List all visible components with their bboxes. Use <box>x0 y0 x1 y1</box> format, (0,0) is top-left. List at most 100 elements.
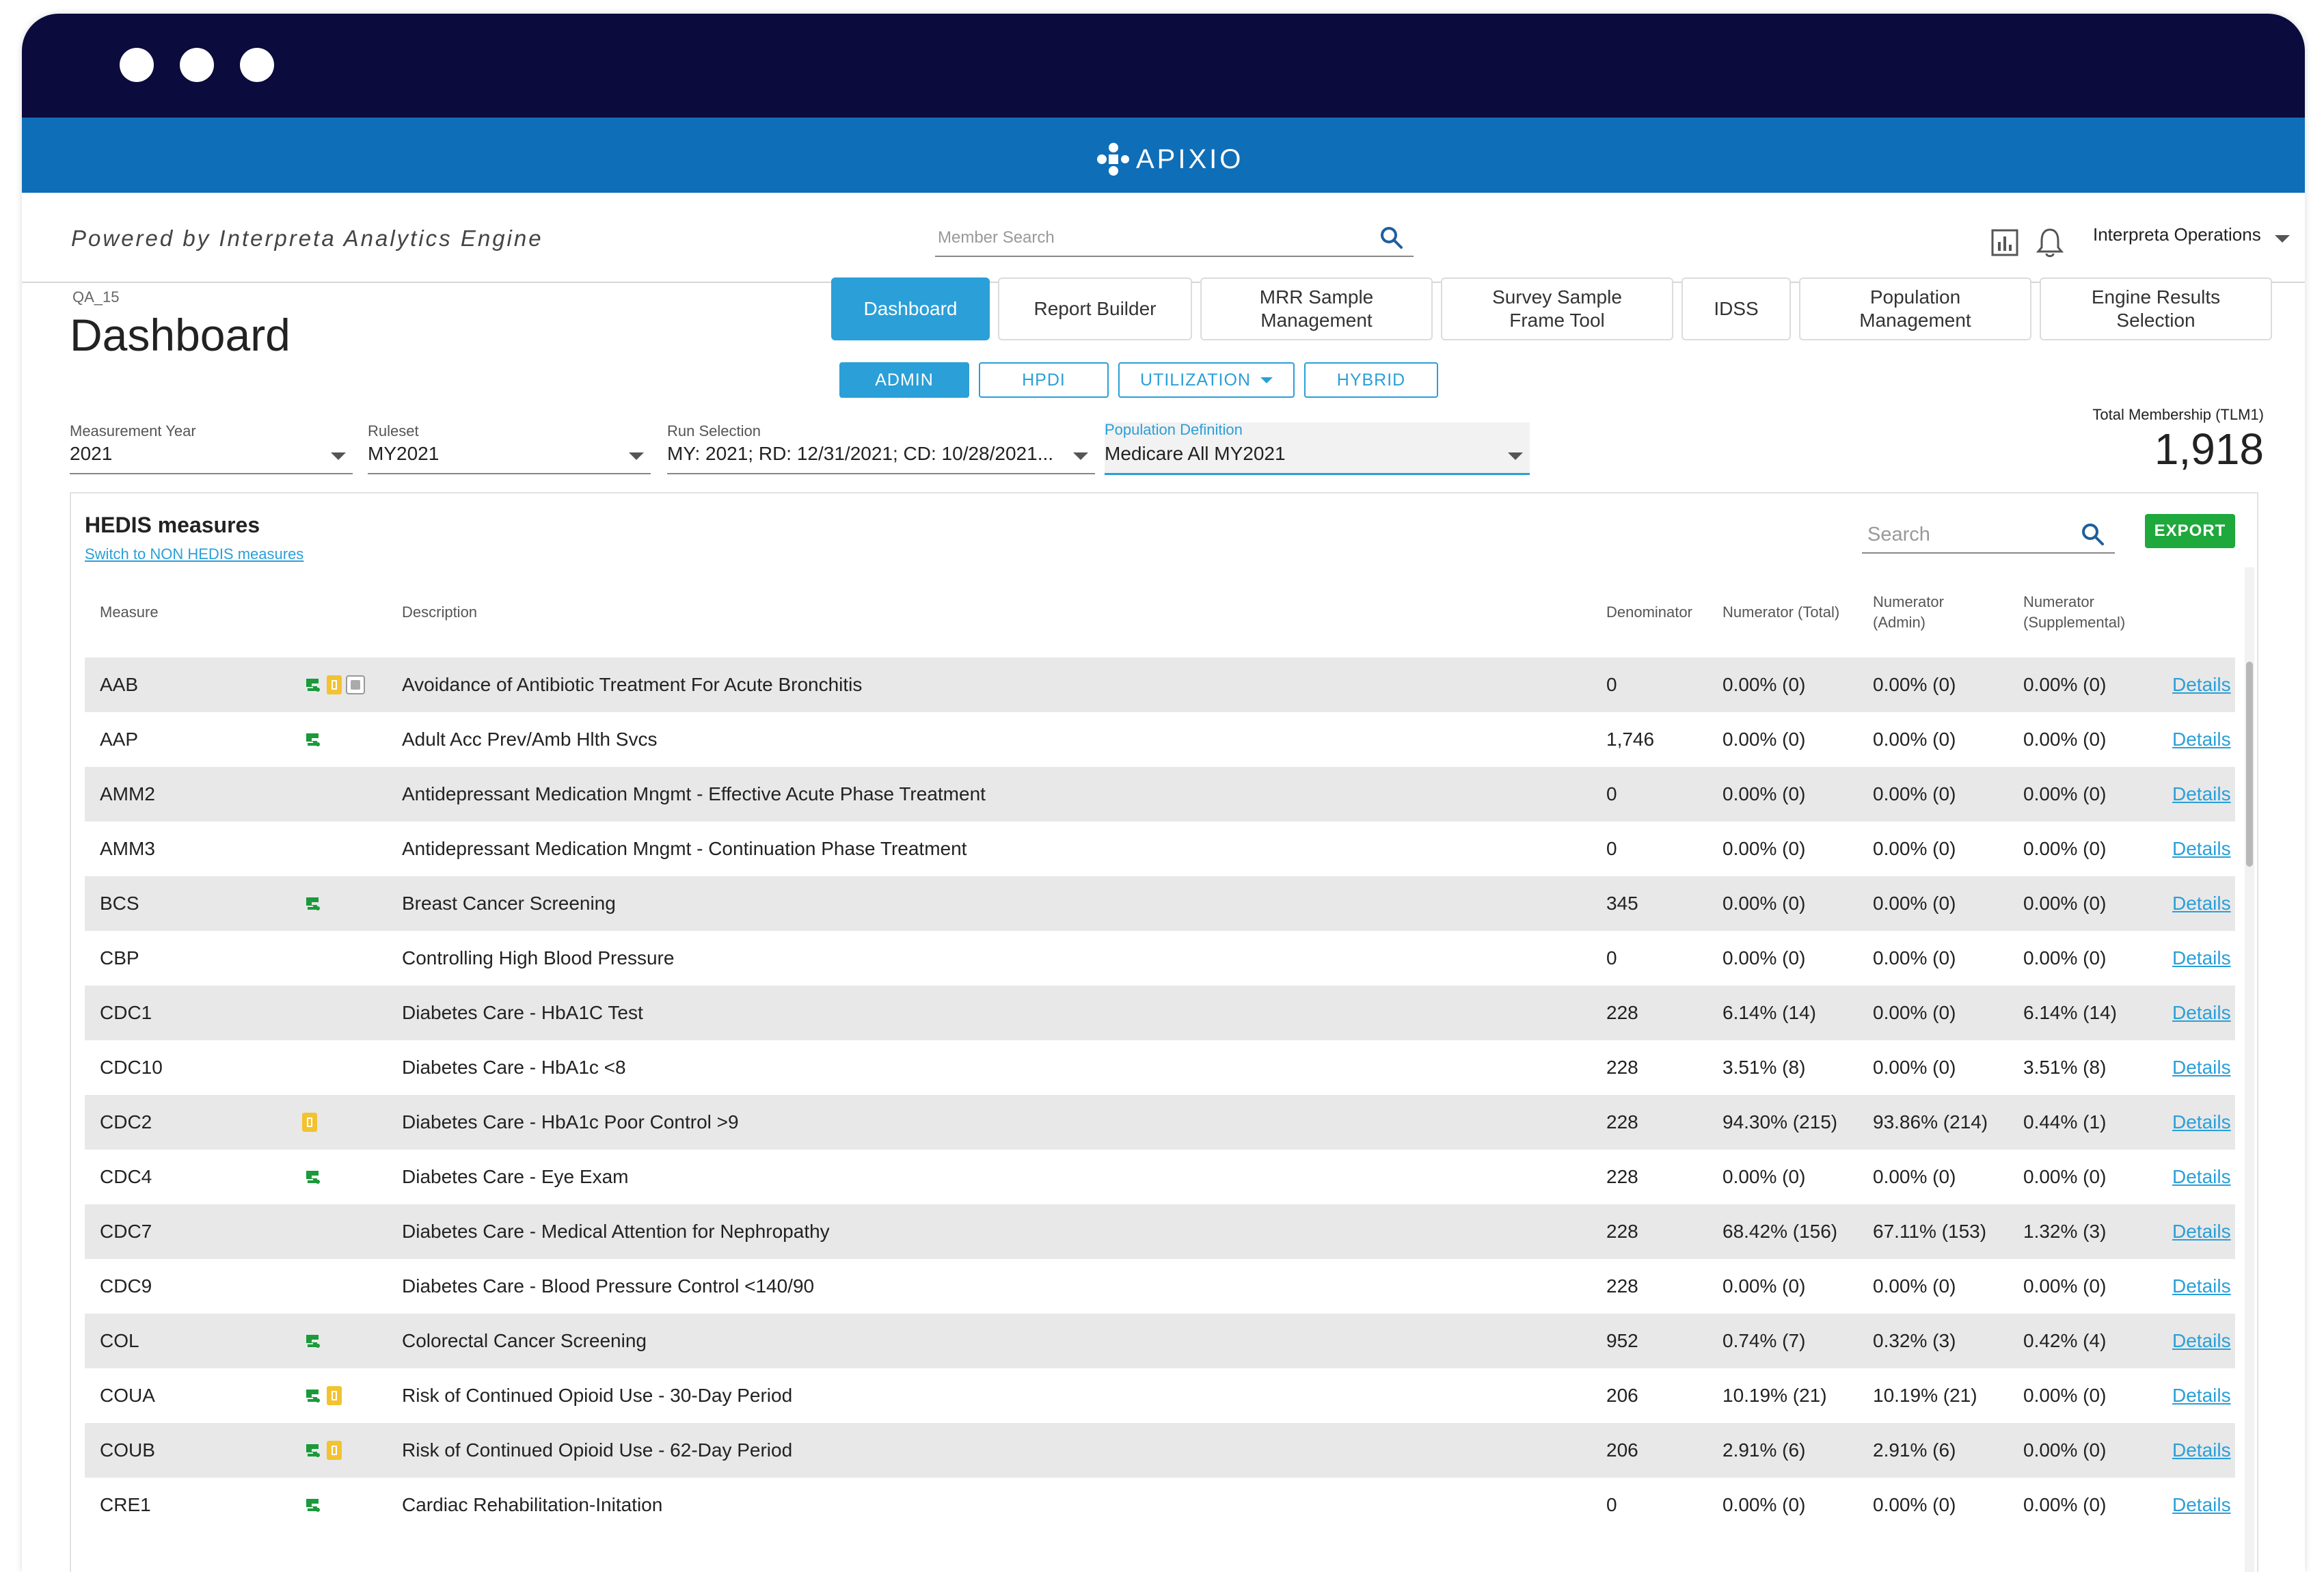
cell-measure: BCS <box>100 893 139 914</box>
details-link[interactable]: Details <box>2172 674 2231 695</box>
chevron-down-icon <box>1508 452 1523 460</box>
details-link[interactable]: Details <box>2172 1221 2231 1242</box>
table-row[interactable]: CDC1 Diabetes Care - HbA1C Test 228 6.14% (… <box>85 986 2235 1040</box>
cell-numerator-supplemental: 0.00% (0) <box>2023 893 2107 914</box>
details-link[interactable]: Details <box>2172 1002 2231 1023</box>
table-search-input[interactable]: Search <box>1862 517 2115 554</box>
brand-name: APIXIO <box>1136 144 1244 174</box>
table-row[interactable]: CDC7 Diabetes Care - Medical Attention fo… <box>85 1204 2235 1259</box>
table-scrollbar-thumb[interactable] <box>2246 662 2253 867</box>
bell-icon[interactable] <box>2036 227 2064 258</box>
table-row[interactable]: AMM3 Antidepressant Medication Mngmt - Co… <box>85 822 2235 876</box>
top-bar: Powered by Interpreta Analytics Engine M… <box>22 193 2305 283</box>
subtab-hybrid[interactable]: HYBRID <box>1304 362 1438 398</box>
bar-chart-icon[interactable] <box>1990 228 2019 257</box>
supplemental-data-icon <box>302 1495 323 1515</box>
details-link[interactable]: Details <box>2172 838 2231 859</box>
apixio-logo[interactable]: APIXIO <box>1095 142 1243 176</box>
hybrid-measure-icon <box>327 1386 342 1405</box>
search-icon[interactable] <box>1378 224 1405 252</box>
table-row[interactable]: CDC2 Diabetes Care - HbA1c Poor Control >… <box>85 1095 2235 1150</box>
tab-idss[interactable]: IDSS <box>1681 277 1791 340</box>
cell-description: Diabetes Care - HbA1C Test <box>402 1002 643 1023</box>
cell-numerator-total: 0.00% (0) <box>1722 893 1806 914</box>
details-link[interactable]: Details <box>2172 1275 2231 1297</box>
population-definition-value: Medicare All MY2021 <box>1105 443 1286 464</box>
measurement-year-label: Measurement Year <box>70 422 196 439</box>
tab-engine-results-selection[interactable]: Engine Results Selection <box>2040 277 2272 340</box>
cell-numerator-total: 0.00% (0) <box>1722 1494 1806 1515</box>
cell-numerator-admin: 0.00% (0) <box>1873 1275 1956 1297</box>
table-row[interactable]: CDC9 Diabetes Care - Blood Pressure Contr… <box>85 1259 2235 1314</box>
subtab-hybrid-label: HYBRID <box>1336 370 1406 390</box>
tab-survey-sample-frame-tool[interactable]: Survey Sample Frame Tool <box>1441 277 1673 340</box>
subtab-hpdi[interactable]: HPDI <box>979 362 1109 398</box>
tab-mrr-sample-management[interactable]: MRR Sample Management <box>1200 277 1433 340</box>
details-link[interactable]: Details <box>2172 1385 2231 1406</box>
table-row[interactable]: CDC10 Diabetes Care - HbA1c <8 228 3.51% (8… <box>85 1040 2235 1095</box>
cell-numerator-supplemental: 0.00% (0) <box>2023 838 2107 859</box>
details-link[interactable]: Details <box>2172 1330 2231 1351</box>
col-header-description[interactable]: Description <box>402 604 478 621</box>
details-link[interactable]: Details <box>2172 1494 2231 1515</box>
details-link[interactable]: Details <box>2172 947 2231 968</box>
table-row[interactable]: CRE1 Cardiac Rehabilitation-Initation 0 0.0… <box>85 1478 2235 1532</box>
details-link[interactable]: Details <box>2172 1166 2231 1187</box>
chevron-down-icon[interactable] <box>2275 235 2290 243</box>
table-row[interactable]: CDC4 Diabetes Care - Eye Exam 228 0.00% (0)… <box>85 1150 2235 1204</box>
details-link[interactable]: Details <box>2172 783 2231 804</box>
details-link[interactable]: Details <box>2172 893 2231 914</box>
cell-numerator-supplemental: 0.00% (0) <box>2023 1494 2107 1515</box>
table-row[interactable]: AAB Avoidance of Antibiotic Treatment For… <box>85 658 2235 712</box>
member-search-input[interactable]: Member Search <box>935 221 1414 257</box>
table-row[interactable]: COUB Risk of Continued Opioid Use - 62-Da… <box>85 1423 2235 1478</box>
table-row[interactable]: COUA Risk of Continued Opioid Use - 30-Da… <box>85 1368 2235 1423</box>
details-link[interactable]: Details <box>2172 1439 2231 1461</box>
cell-measure: COL <box>100 1330 139 1351</box>
table-row[interactable]: BCS Breast Cancer Screening 345 0.00% (0) 0.… <box>85 876 2235 931</box>
ruleset-select[interactable]: Ruleset MY2021 <box>368 422 651 474</box>
window-dot-1 <box>120 48 154 82</box>
col-header-measure[interactable]: Measure <box>100 604 159 621</box>
cell-denominator: 0 <box>1606 783 1617 804</box>
tab-report-builder[interactable]: Report Builder <box>998 277 1192 340</box>
total-membership-value: 1,918 <box>2154 424 2264 474</box>
table-row[interactable]: CBP Controlling High Blood Pressure 0 0.00%… <box>85 931 2235 986</box>
switch-non-hedis-link[interactable]: Switch to NON HEDIS measures <box>85 545 304 563</box>
user-menu[interactable]: Interpreta Operations <box>2093 224 2261 245</box>
col-header-numerator-admin[interactable]: Numerator (Admin) <box>1873 593 1944 631</box>
page-title: Dashboard <box>70 310 290 360</box>
table-row[interactable]: AAP Adult Acc Prev/Amb Hlth Svcs 1,746 0.00… <box>85 712 2235 767</box>
cell-denominator: 0 <box>1606 947 1617 968</box>
export-button[interactable]: EXPORT <box>2145 514 2235 548</box>
table-row[interactable]: AMM2 Antidepressant Medication Mngmt - Ef… <box>85 767 2235 822</box>
cell-description: Diabetes Care - HbA1c Poor Control >9 <box>402 1111 739 1133</box>
col-header-numerator-supplemental[interactable]: Numerator (Supplemental) <box>2023 593 2126 631</box>
tab-population-management[interactable]: Population Management <box>1799 277 2031 340</box>
details-link[interactable]: Details <box>2172 1111 2231 1133</box>
table-row[interactable]: COL Colorectal Cancer Screening 952 0.74% (… <box>85 1314 2235 1368</box>
cell-measure: CDC4 <box>100 1166 152 1187</box>
subtab-hpdi-label: HPDI <box>1022 370 1066 390</box>
subtab-admin[interactable]: ADMIN <box>839 362 969 398</box>
cell-numerator-total: 6.14% (14) <box>1722 1002 1816 1023</box>
run-selection-select[interactable]: Run Selection MY: 2021; RD: 12/31/2021; … <box>667 422 1095 474</box>
cell-numerator-admin: 0.00% (0) <box>1873 947 1956 968</box>
tab-dashboard[interactable]: Dashboard <box>831 277 990 340</box>
population-definition-select[interactable]: Population Definition Medicare All MY202… <box>1105 421 1530 475</box>
details-link[interactable]: Details <box>2172 729 2231 750</box>
subtab-utilization[interactable]: UTILIZATION <box>1118 362 1295 398</box>
cell-denominator: 345 <box>1606 893 1638 914</box>
window-titlebar <box>22 14 2305 118</box>
brand-bar: APIXIO <box>22 118 2305 193</box>
measurement-year-select[interactable]: Measurement Year 2021 <box>70 422 353 474</box>
col-header-denominator[interactable]: Denominator <box>1606 604 1692 621</box>
details-link[interactable]: Details <box>2172 1057 2231 1078</box>
chevron-down-icon <box>1260 377 1273 383</box>
cell-numerator-admin: 0.00% (0) <box>1873 1057 1956 1078</box>
cell-description: Risk of Continued Opioid Use - 62-Day Pe… <box>402 1439 793 1461</box>
col-header-numerator-total[interactable]: Numerator (Total) <box>1722 604 1840 621</box>
search-icon[interactable] <box>2079 521 2107 548</box>
cell-denominator: 228 <box>1606 1111 1638 1133</box>
cell-numerator-total: 0.00% (0) <box>1722 1275 1806 1297</box>
